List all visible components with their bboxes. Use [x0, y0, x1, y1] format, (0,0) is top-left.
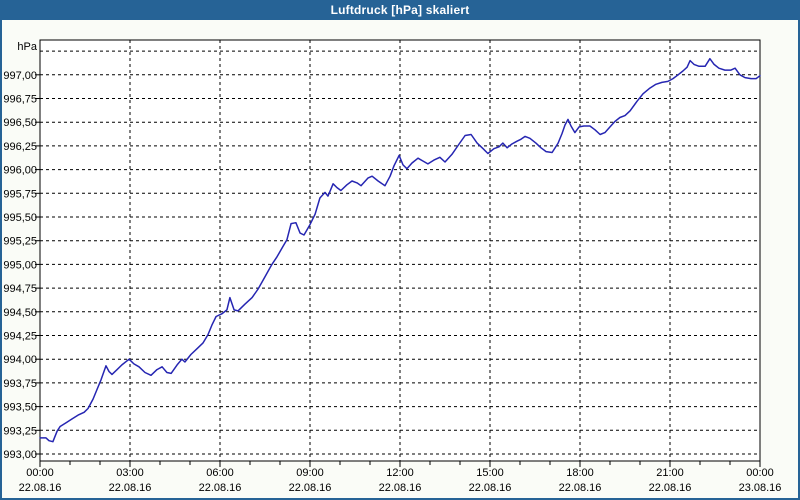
- y-tick-label: 995,50: [3, 212, 37, 224]
- y-tick-label: 996,00: [3, 165, 37, 177]
- x-tick-time-label: 00:00: [26, 467, 54, 479]
- y-tick-label: 994,50: [3, 307, 37, 319]
- x-tick-date-label: 22.08.16: [559, 482, 602, 494]
- y-tick-label: 994,25: [3, 331, 37, 343]
- x-tick-date-label: 23.08.16: [739, 482, 782, 494]
- pressure-chart: 993,00 993,25 993,50 993,75 994,00 994,25 994,…: [3, 39, 782, 494]
- x-tick-date-label: 22.08.16: [19, 482, 62, 494]
- x-tick-time-label: 15:00: [476, 467, 504, 479]
- x-tick-date-label: 22.08.16: [289, 482, 332, 494]
- y-tick-label: 996,50: [3, 117, 37, 129]
- y-axis-unit-label: hPa: [17, 41, 37, 53]
- y-tick-label: 993,50: [3, 402, 37, 414]
- x-tick-date-label: 22.08.16: [379, 482, 422, 494]
- y-tick-label: 993,00: [3, 449, 37, 461]
- plot-border: [39, 39, 761, 462]
- y-tick-label: 993,25: [3, 425, 37, 437]
- y-tick-label: 993,75: [3, 378, 37, 390]
- x-tick-date-label: 22.08.16: [199, 482, 242, 494]
- y-tick-label: 994,00: [3, 354, 37, 366]
- x-tick-time-label: 12:00: [386, 467, 414, 479]
- chart-title: Luftdruck [hPa] skaliert: [330, 3, 470, 17]
- x-tick-time-label: 03:00: [116, 467, 144, 479]
- y-tick-label: 996,25: [3, 141, 37, 153]
- x-tick-date-label: 22.08.16: [469, 482, 512, 494]
- pressure-series-line: [39, 57, 761, 443]
- x-tick-time-label: 00:00: [746, 467, 774, 479]
- x-tick-time-label: 21:00: [656, 467, 684, 479]
- y-tick-label: 995,00: [3, 259, 37, 271]
- y-tick-label: 997,00: [3, 70, 37, 82]
- x-tick-time-label: 06:00: [206, 467, 234, 479]
- x-tick-date-label: 22.08.16: [649, 482, 692, 494]
- chart-title-bar: Luftdruck [hPa] skaliert: [0, 0, 800, 20]
- y-tick-label: 996,75: [3, 94, 37, 106]
- chart-content-area: 993,00 993,25 993,50 993,75 994,00 994,25 994,…: [0, 20, 800, 500]
- y-tick-label: 995,75: [3, 188, 37, 200]
- y-tick-label: 994,75: [3, 283, 37, 295]
- y-tick-label: 995,25: [3, 236, 37, 248]
- x-tick-date-label: 22.08.16: [109, 482, 152, 494]
- x-tick-time-label: 18:00: [566, 467, 594, 479]
- x-tick-time-label: 09:00: [296, 467, 324, 479]
